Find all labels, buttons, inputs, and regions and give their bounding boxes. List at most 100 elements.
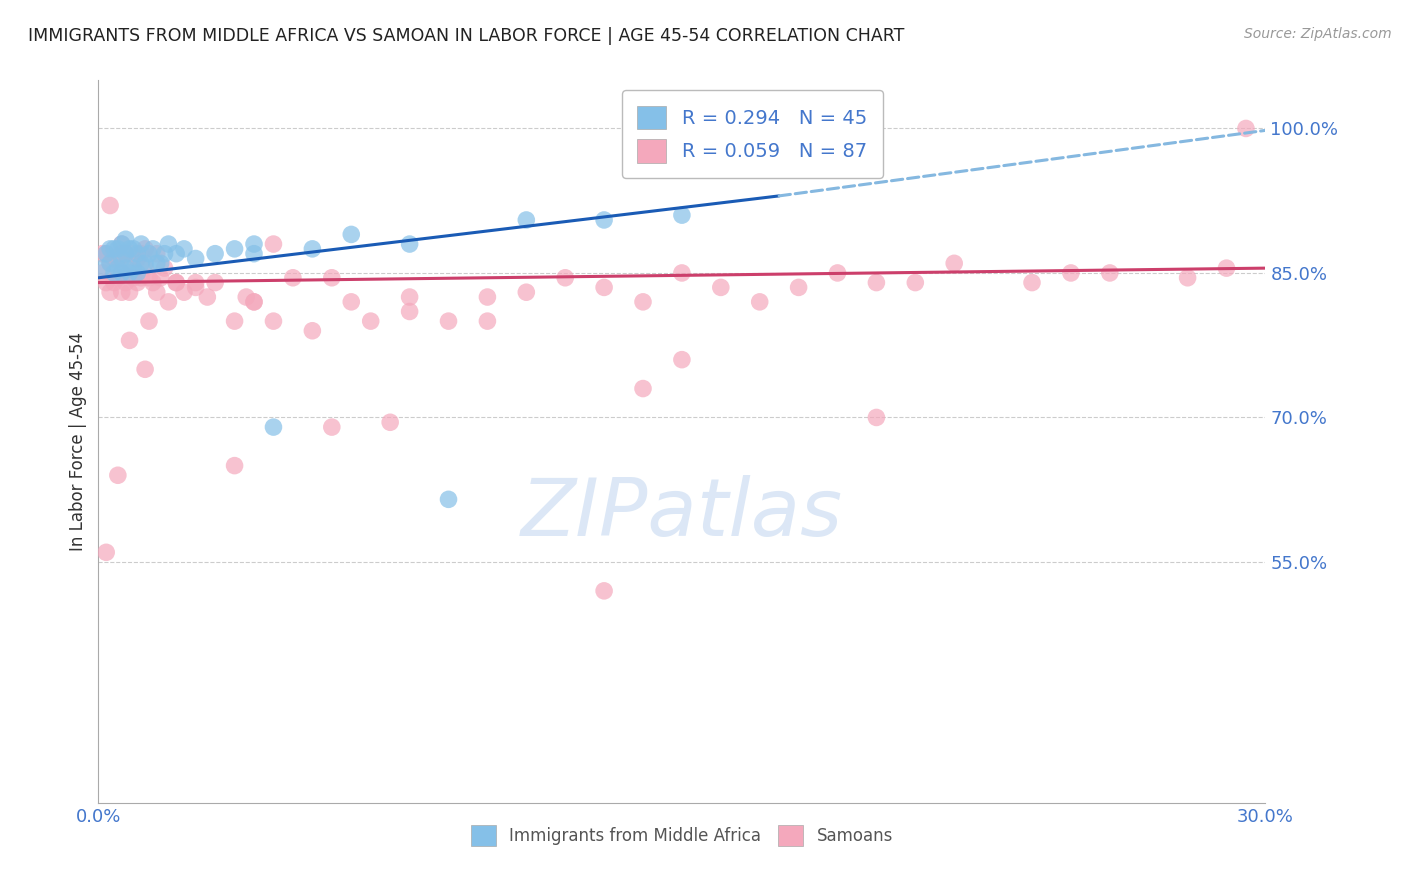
Point (134, 256, 156, 270)
Point (262, 420, 284, 434)
Point (943, 256, 966, 270)
Point (184, 280, 207, 294)
Point (243, 246, 266, 260)
Point (204, 276, 226, 290)
Point (301, 324, 323, 338)
Point (671, 208, 693, 222)
Point (671, 352, 693, 367)
Point (340, 227, 363, 242)
Point (134, 261, 156, 276)
Point (122, 246, 145, 260)
Point (153, 246, 176, 260)
Point (114, 246, 136, 260)
Point (398, 237, 420, 252)
Point (114, 276, 136, 290)
Point (111, 252, 134, 266)
Point (149, 256, 172, 270)
Point (114, 232, 136, 246)
Point (91, 246, 114, 260)
Point (477, 314, 499, 328)
Point (321, 420, 343, 434)
Point (111, 237, 134, 252)
Point (103, 252, 125, 266)
Point (224, 458, 246, 473)
Point (748, 294, 770, 309)
Point (243, 294, 266, 309)
Point (593, 583, 616, 598)
Point (127, 276, 149, 290)
Point (138, 270, 160, 285)
Point (118, 256, 141, 270)
Point (96, 276, 118, 290)
Point (129, 270, 152, 285)
Point (91, 266, 114, 280)
Point (134, 242, 156, 256)
Point (138, 246, 160, 260)
Point (138, 314, 160, 328)
Point (118, 285, 141, 300)
Point (111, 246, 134, 260)
Point (142, 276, 165, 290)
Point (173, 285, 195, 300)
Point (1060, 266, 1083, 280)
Point (360, 314, 382, 328)
Point (96, 545, 118, 559)
Point (98, 285, 121, 300)
Point (98, 198, 121, 212)
Point (118, 266, 141, 280)
Point (173, 242, 195, 256)
Point (98, 256, 121, 270)
Point (111, 285, 134, 300)
Point (184, 252, 207, 266)
Legend: Immigrants from Middle Africa, Samoans: Immigrants from Middle Africa, Samoans (464, 819, 900, 852)
Point (321, 270, 343, 285)
Point (224, 242, 246, 256)
Point (142, 242, 165, 256)
Point (515, 285, 537, 300)
Point (103, 276, 125, 290)
Point (149, 270, 172, 285)
Point (157, 237, 180, 252)
Point (301, 242, 323, 256)
Point (107, 468, 129, 483)
Point (114, 246, 136, 260)
Point (398, 290, 420, 304)
Point (127, 246, 149, 260)
Point (865, 276, 887, 290)
Point (129, 237, 152, 252)
Point (593, 213, 616, 227)
Point (204, 246, 226, 260)
Point (129, 256, 152, 270)
Point (1177, 270, 1199, 285)
Point (262, 314, 284, 328)
Point (146, 246, 169, 260)
Point (129, 246, 152, 260)
Point (91, 261, 114, 276)
Point (98, 256, 121, 270)
Point (262, 237, 284, 252)
Point (281, 270, 304, 285)
Point (165, 276, 187, 290)
Point (398, 304, 420, 318)
Point (107, 261, 129, 276)
Point (103, 266, 125, 280)
Point (827, 266, 849, 280)
Point (107, 252, 129, 266)
Point (340, 294, 363, 309)
Text: Source: ZipAtlas.com: Source: ZipAtlas.com (1244, 27, 1392, 41)
Point (437, 492, 460, 507)
Point (631, 382, 654, 396)
Point (165, 246, 187, 260)
Point (554, 270, 576, 285)
Y-axis label: In Labor Force | Age 45-54: In Labor Force | Age 45-54 (69, 332, 87, 551)
Point (243, 237, 266, 252)
Point (865, 410, 887, 425)
Point (380, 415, 402, 429)
Point (127, 266, 149, 280)
Point (122, 270, 145, 285)
Point (111, 237, 134, 252)
Point (134, 362, 156, 376)
Text: ZIPatlas: ZIPatlas (520, 475, 844, 553)
Point (768, 121, 790, 136)
Point (118, 334, 141, 348)
